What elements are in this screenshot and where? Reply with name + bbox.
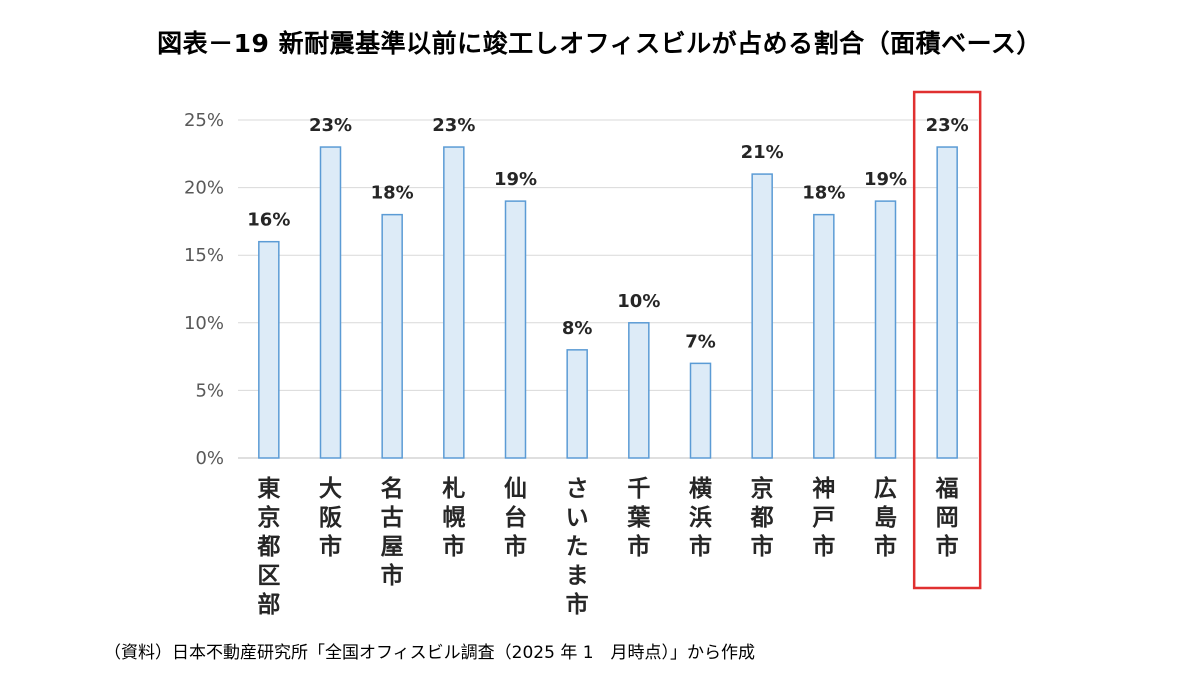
bar <box>443 146 465 459</box>
category-label: 神戸市 <box>812 475 835 560</box>
chart-title: 図表－19 新耐震基準以前に竣工しオフィスビルが占める割合（面積ベース） <box>157 29 1042 58</box>
category-label: 広島市 <box>874 475 897 560</box>
category-label: 札幌市 <box>441 476 465 560</box>
y-tick-label: 0% <box>195 448 224 469</box>
bar <box>751 173 773 459</box>
bar <box>813 213 835 459</box>
y-tick-label: 5% <box>195 380 224 401</box>
y-tick-label: 20% <box>184 178 224 199</box>
bar <box>628 322 650 459</box>
category-label: 千葉市 <box>626 476 651 560</box>
data-label: 10% <box>617 291 660 312</box>
data-label: 18% <box>802 183 845 204</box>
category-label: 仙台市 <box>504 475 527 560</box>
y-tick-label: 15% <box>184 245 224 266</box>
category-label: 福岡市 <box>935 476 959 560</box>
bar <box>258 240 280 459</box>
data-label: 21% <box>741 142 784 163</box>
data-label: 23% <box>432 115 475 136</box>
bar <box>319 146 342 459</box>
category-label: 京都市 <box>750 475 774 560</box>
bars <box>258 146 958 459</box>
bar <box>936 146 958 459</box>
y-tick-label: 25% <box>184 110 224 131</box>
x-axis: 東京都区部 大阪市 名古屋市 札幌市 仙台市 さいたま市 千葉市 横浜市 京都市 神戸市 広島市 福岡… <box>256 475 958 618</box>
highlight-box <box>912 90 982 590</box>
y-tick-label: 10% <box>184 313 224 334</box>
bar <box>689 362 712 459</box>
category-label: 大阪市 <box>319 476 342 560</box>
data-label: 16% <box>247 210 290 231</box>
data-label: 19% <box>494 169 537 190</box>
y-axis: 0% 5% 10% 15% 20% 25% <box>184 110 224 469</box>
bar <box>381 213 403 459</box>
data-label: 23% <box>309 115 352 136</box>
data-label: 8% <box>562 318 593 339</box>
data-label: 7% <box>685 331 716 352</box>
data-label: 18% <box>371 183 414 204</box>
data-label: 19% <box>864 169 907 190</box>
category-label: さいたま市 <box>566 476 589 618</box>
data-labels: 16% 23% 18% 23% 19% 8% 10% 7% 21% 18% 19% 23% <box>247 115 968 352</box>
category-label: 横浜市 <box>689 476 712 560</box>
category-label: 名古屋市 <box>381 475 404 589</box>
category-label: 東京都区部 <box>256 476 280 618</box>
bar <box>566 349 588 459</box>
bar <box>874 200 897 459</box>
source-note: （資料）日本不動産研究所「全国オフィスビル調査（2025 年 1 月時点）」から… <box>104 643 756 663</box>
bar <box>504 200 527 459</box>
data-label: 23% <box>926 115 969 136</box>
gridlines <box>238 119 978 459</box>
